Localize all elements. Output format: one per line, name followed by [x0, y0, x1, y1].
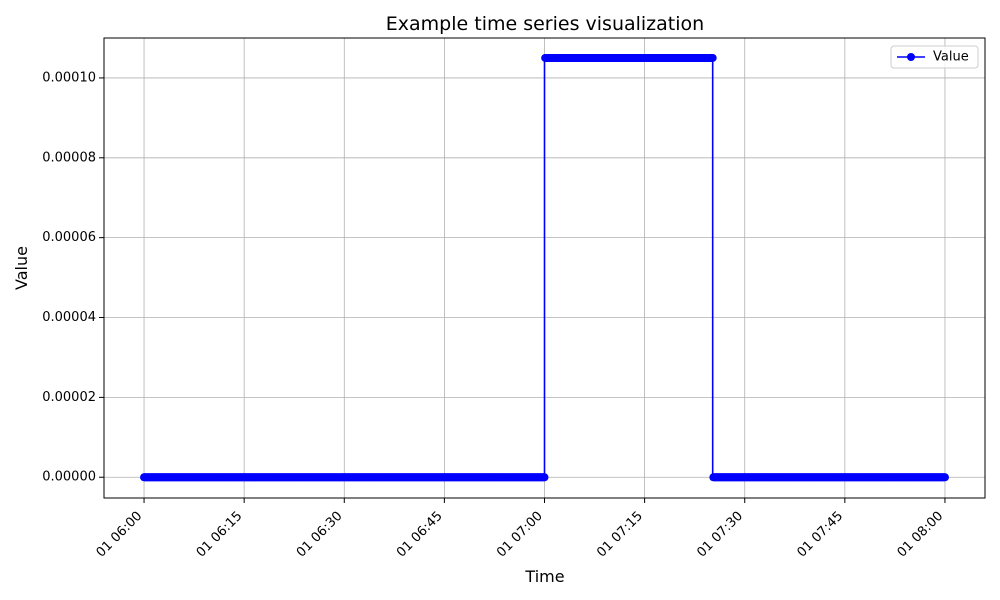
- data-point: [940, 473, 949, 482]
- x-axis-label: Time: [524, 567, 564, 586]
- series-markers-value: [140, 53, 949, 482]
- chart-title: Example time series visualization: [386, 13, 704, 35]
- y-tick-label: 0.00008: [42, 150, 96, 165]
- y-tick-label: 0.00000: [42, 470, 96, 485]
- legend-marker: [907, 53, 915, 61]
- data-point: [708, 53, 717, 62]
- legend-entry: Value: [933, 50, 969, 65]
- y-tick-label: 0.00006: [42, 230, 96, 245]
- y-axis-label: Value: [12, 246, 31, 290]
- y-tick-label: 0.00004: [42, 310, 96, 325]
- legend: Value: [890, 45, 979, 69]
- y-tick-label: 0.00010: [42, 70, 96, 85]
- y-tick-label: 0.00002: [42, 390, 96, 405]
- data-point: [540, 473, 549, 482]
- plot-area: [140, 53, 949, 482]
- legend-box: [890, 45, 979, 69]
